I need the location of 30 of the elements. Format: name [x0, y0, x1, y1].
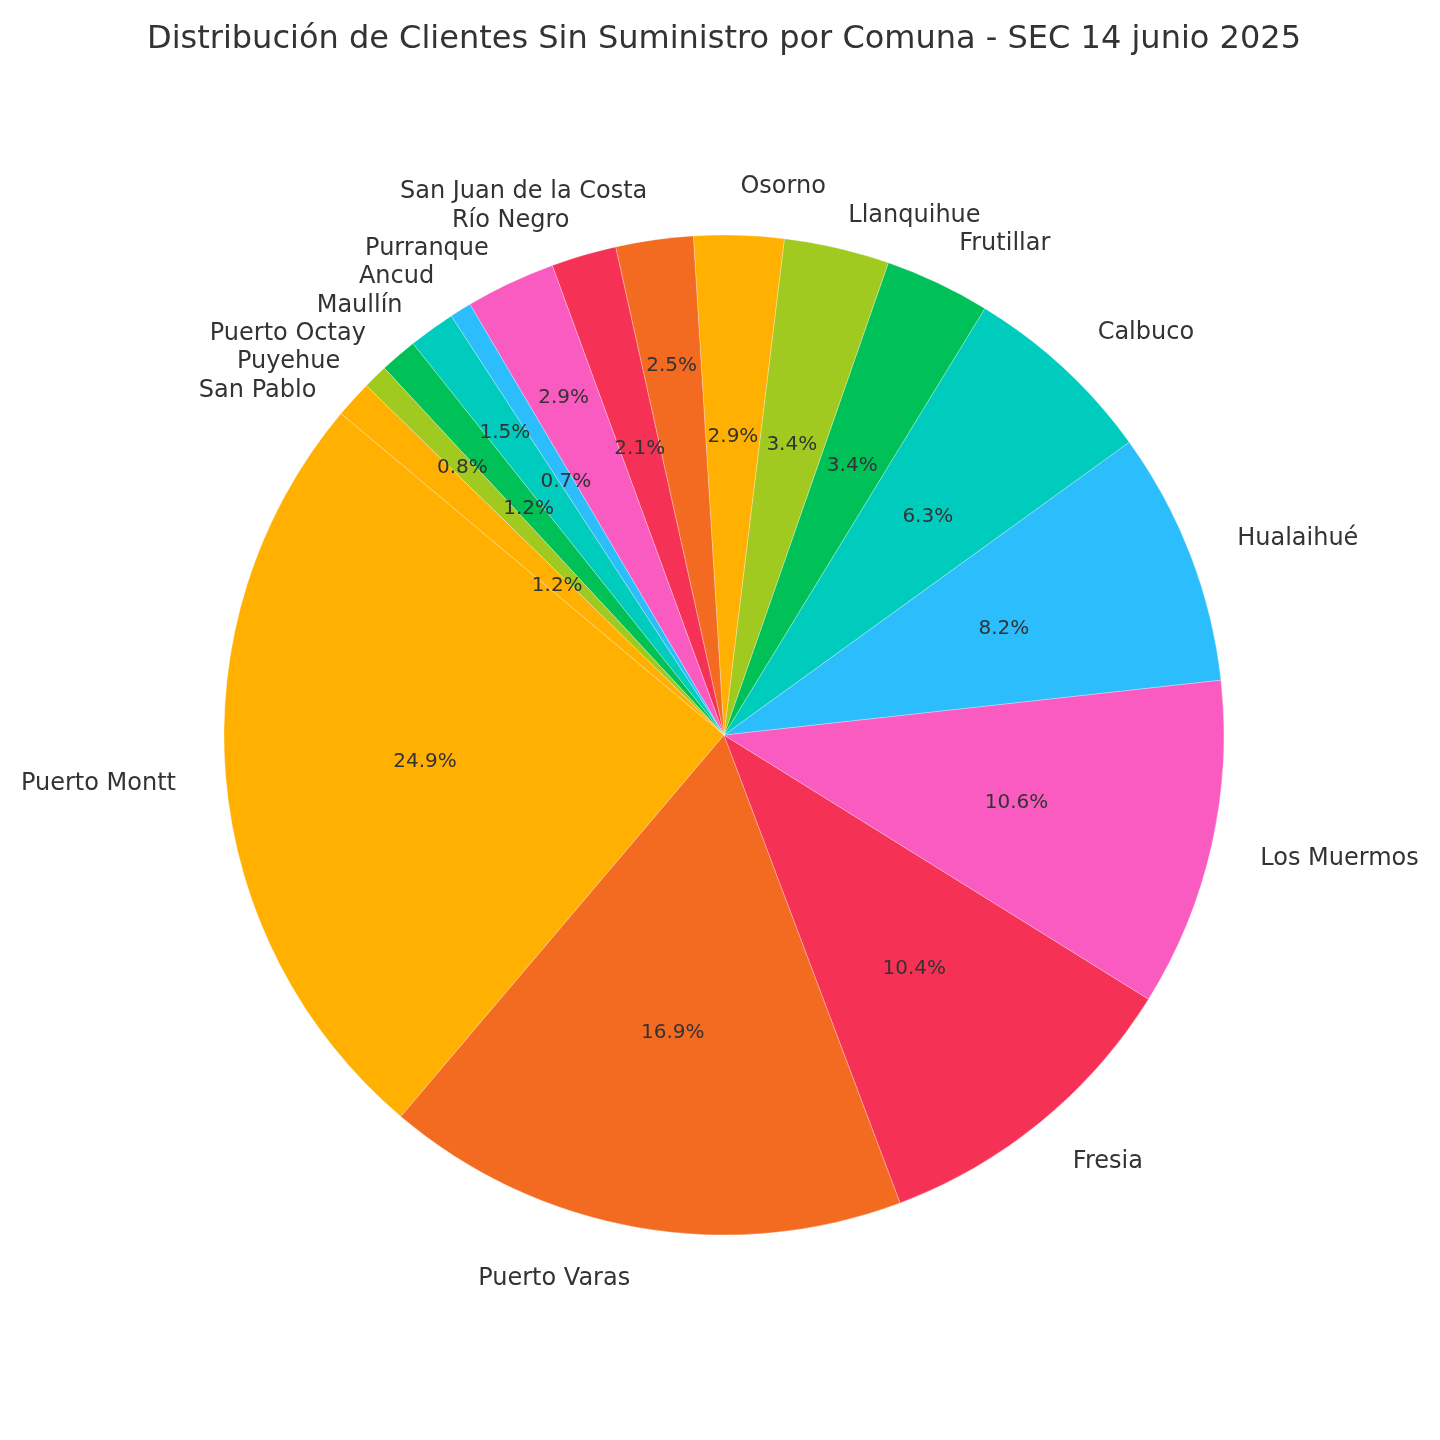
- data-label: 10.6%: [984, 789, 1049, 814]
- slice-label: Calbuco: [1097, 317, 1195, 346]
- slice-label: Los Muermos: [1260, 842, 1419, 871]
- slice-label: Río Negro: [451, 204, 570, 233]
- data-label: 2.5%: [646, 351, 698, 376]
- slice-label: Puerto Octay: [209, 317, 366, 346]
- slice-label: Osorno: [740, 171, 826, 200]
- data-label: 3.4%: [766, 430, 818, 455]
- slice-label: Llanquihue: [848, 199, 981, 228]
- slice-label: Purranque: [365, 233, 489, 262]
- slice-label: San Pablo: [198, 374, 317, 403]
- slice-label: Fresia: [1072, 1146, 1143, 1175]
- data-label: 2.9%: [538, 384, 590, 409]
- data-label: 3.4%: [826, 451, 878, 476]
- slice-label: Hualaihué: [1237, 523, 1359, 552]
- data-label: 1.2%: [531, 571, 583, 596]
- data-label: 10.4%: [882, 954, 947, 979]
- slice-label: Puerto Varas: [478, 1262, 631, 1291]
- slice-label: Maullín: [316, 289, 403, 318]
- slice-label: Frutillar: [959, 227, 1051, 256]
- data-label: 24.9%: [393, 748, 457, 773]
- slice-label: Puyehue: [236, 346, 341, 375]
- slice-label: Ancud: [358, 261, 435, 290]
- data-label: 16.9%: [641, 1018, 705, 1043]
- data-label: 2.9%: [707, 423, 759, 448]
- data-label: 8.2%: [978, 615, 1030, 640]
- data-label: 6.3%: [902, 502, 954, 527]
- chart-title: Distribución de Clientes Sin Suministro por Comuna - SEC 14 junio 2025: [147, 18, 1301, 56]
- slice-label: San Juan de la Costa: [399, 176, 648, 205]
- slice-label: Puerto Montt: [20, 767, 176, 796]
